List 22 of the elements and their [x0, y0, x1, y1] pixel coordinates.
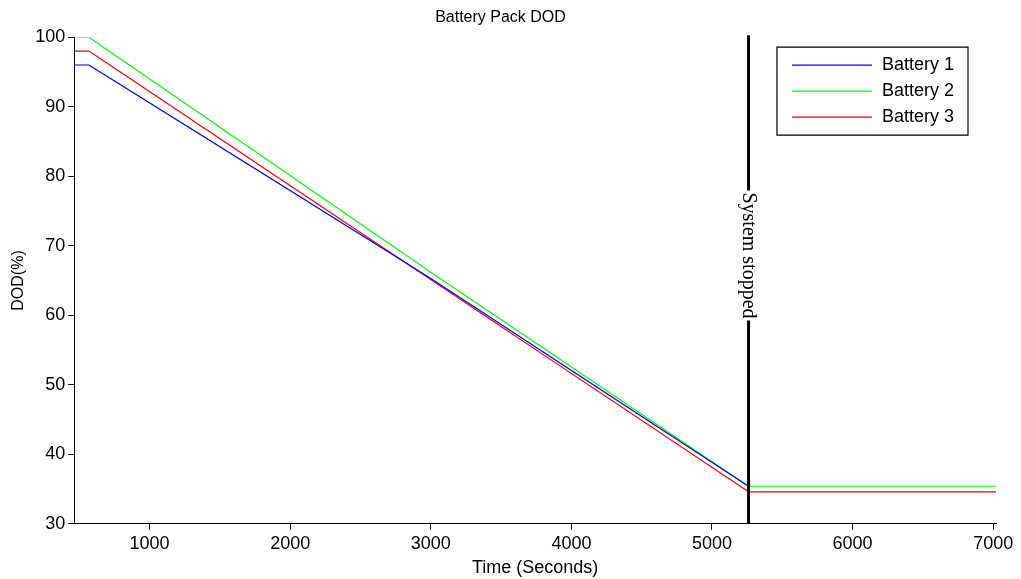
y-tick-label: 90	[45, 95, 66, 116]
y-tick-label: 80	[45, 165, 66, 186]
y-tick-label: 70	[45, 234, 66, 255]
legend-label: Battery 2	[881, 80, 955, 101]
y-tick-label: 40	[45, 443, 66, 464]
legend-label: Battery 3	[881, 106, 955, 127]
legend-label: Battery 1	[881, 54, 955, 75]
x-tick-label: 5000	[691, 532, 733, 553]
x-axis-title: Time (Seconds)	[471, 557, 599, 578]
x-tick-label: 6000	[832, 532, 873, 553]
x-tick-label: 3000	[410, 532, 451, 553]
ref-line-label: System stopped	[738, 192, 762, 319]
y-tick-label: 50	[45, 373, 66, 394]
x-tick-label: 4000	[551, 532, 592, 553]
x-tick-label: 1000	[129, 532, 170, 553]
y-axis-title: DOD(%)	[9, 250, 27, 311]
y-tick-label: 30	[45, 512, 66, 533]
y-tick-label: 60	[45, 304, 66, 325]
y-tick-label: 100	[35, 26, 66, 47]
x-tick-label: 7000	[973, 532, 1014, 553]
chart-title: Battery Pack DOD	[435, 8, 566, 26]
x-tick-label: 2000	[270, 532, 311, 553]
